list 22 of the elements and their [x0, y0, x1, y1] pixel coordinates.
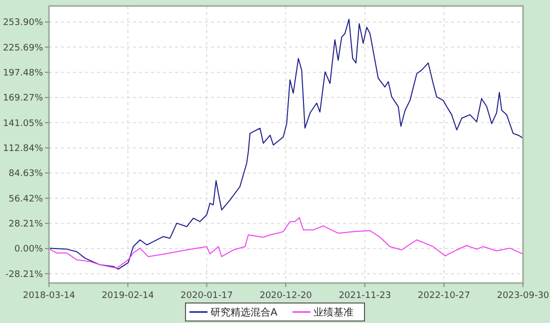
x-tick-label: 2018-03-14	[22, 291, 76, 301]
x-tick-label: 2019-02-14	[102, 291, 154, 301]
x-tick-label: 2021-11-23	[338, 291, 391, 301]
y-tick-label: 169.27%	[2, 94, 44, 104]
x-tick-label: 2020-12-20	[260, 291, 312, 301]
legend-label: 业绩基准	[314, 306, 354, 318]
y-tick-label: 28.21%	[8, 220, 44, 230]
line-series	[49, 217, 524, 269]
y-tick-label: 225.69%	[2, 43, 44, 54]
y-tick-label: -28.21%	[5, 270, 44, 280]
y-tick-label: 84.63%	[8, 169, 44, 180]
y-tick-label: 0.00%	[14, 244, 44, 255]
x-tick-label: 2023-09-30	[496, 291, 550, 301]
legend-label: 研究精选混合A	[210, 306, 278, 318]
line-series	[49, 18, 524, 270]
y-tick-label: 253.90%	[2, 18, 44, 28]
y-tick-label: 141.05%	[2, 118, 44, 129]
x-tick-label: 2022-10-27	[418, 291, 470, 301]
y-tick-label: 56.42%	[8, 194, 44, 204]
y-tick-label: 197.48%	[2, 68, 44, 78]
y-tick-label: 112.84%	[2, 144, 44, 154]
x-tick-label: 2020-01-17	[180, 291, 233, 301]
